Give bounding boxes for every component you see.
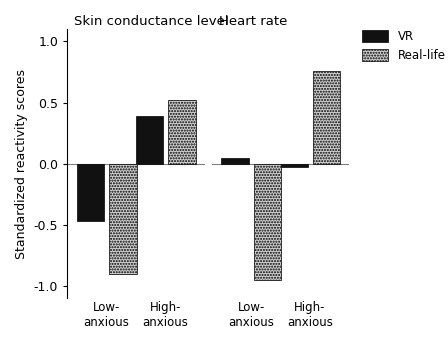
Bar	[136, 116, 163, 164]
Bar	[109, 164, 137, 274]
Bar	[280, 164, 308, 167]
Bar	[77, 164, 104, 221]
Bar	[254, 164, 281, 280]
Y-axis label: Standardized reactivity scores: Standardized reactivity scores	[15, 69, 28, 259]
Bar	[313, 71, 340, 164]
Text: Heart rate: Heart rate	[219, 15, 287, 28]
Legend: VR, Real-life: VR, Real-life	[362, 29, 446, 62]
Text: Skin conductance level: Skin conductance level	[74, 15, 229, 28]
Bar	[221, 158, 249, 164]
Bar	[168, 100, 195, 164]
